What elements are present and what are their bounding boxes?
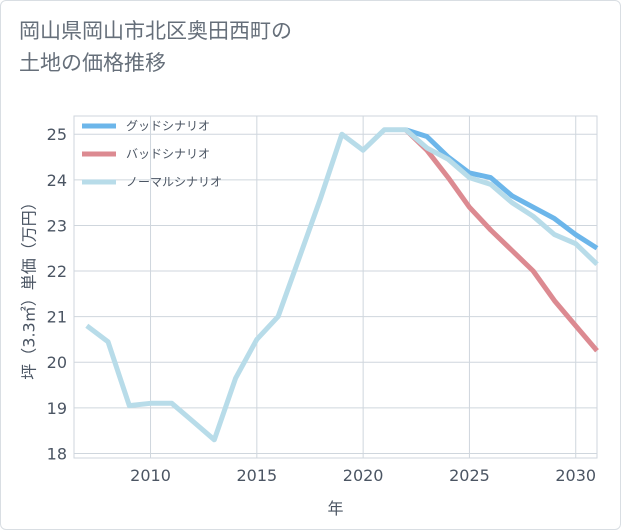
series-line-1 [403, 127, 599, 353]
x-tick-label: 2030 [555, 466, 596, 485]
y-tick-label: 25 [47, 125, 67, 144]
series-line-2 [85, 127, 599, 443]
grid [73, 115, 598, 459]
y-tick-label: 23 [47, 216, 67, 235]
x-tick-label: 2025 [449, 466, 490, 485]
legend-label-2: ノーマルシナリオ [126, 175, 222, 189]
series-line-0 [404, 127, 599, 251]
y-tick-label: 24 [47, 171, 67, 190]
y-tick-label: 18 [47, 444, 67, 463]
chart-title: 岡山県岡山市北区奥田西町の 土地の価格推移 [19, 19, 292, 75]
x-tick-label: 2020 [343, 466, 384, 485]
series-lines [85, 127, 599, 443]
y-axis-label: 坪（3.3㎡）単価（万円） [20, 194, 39, 379]
y-tick-label: 21 [47, 308, 67, 327]
legend-label-1: バッドシナリオ [126, 147, 210, 161]
y-tick-label: 20 [47, 353, 67, 372]
plot-frame [73, 115, 598, 459]
tick-labels: 2010 2015 2020 2025 2030 18 19 20 21 22 23 24 25 [47, 125, 596, 485]
x-tick-label: 2010 [130, 466, 171, 485]
x-tick-label: 2015 [236, 466, 277, 485]
y-tick-label: 19 [47, 399, 67, 418]
x-axis-label: 年 [327, 499, 343, 518]
y-tick-label: 22 [47, 262, 67, 281]
legend-label-0: グッドシナリオ [126, 119, 210, 133]
